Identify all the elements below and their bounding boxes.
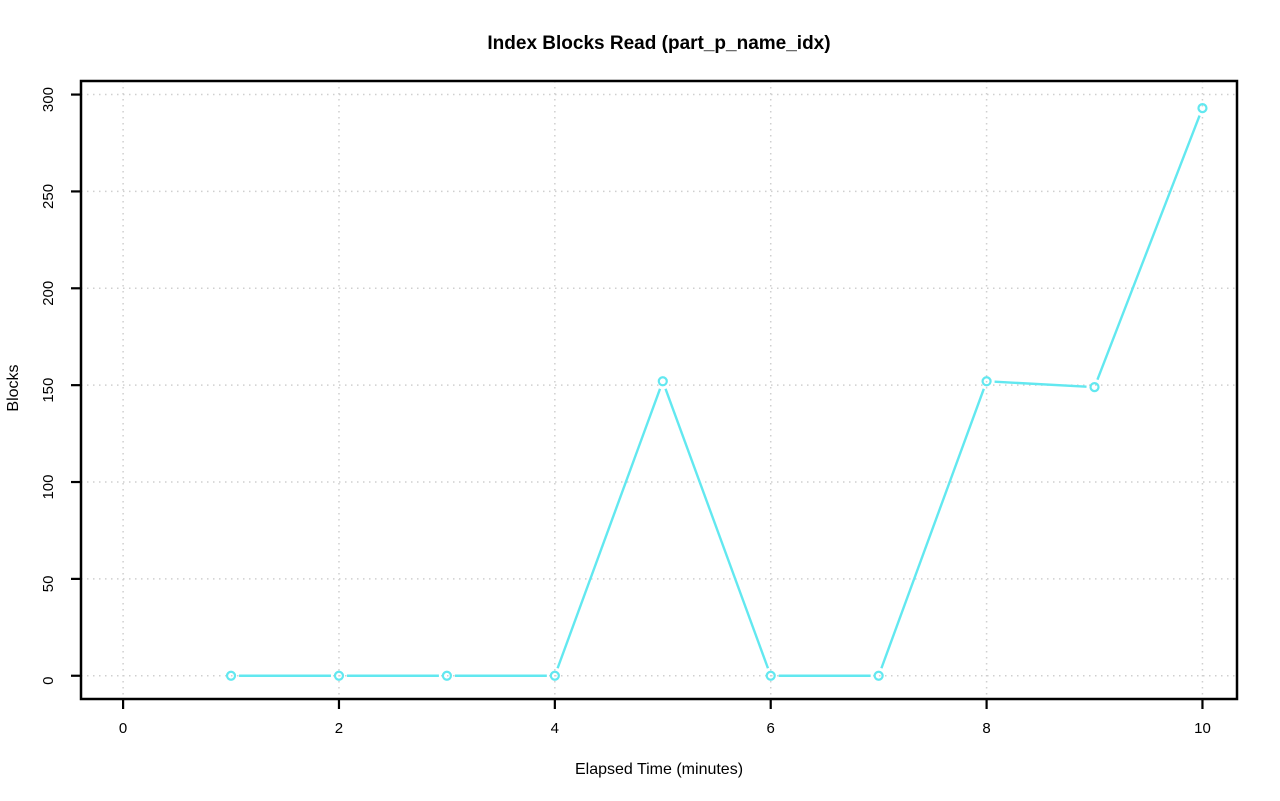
series-line-segment — [556, 388, 662, 669]
series-line-segment — [664, 388, 770, 669]
y-tick-label: 150 — [40, 378, 57, 403]
x-tick-label: 0 — [119, 720, 127, 737]
data-point-marker — [657, 376, 668, 387]
x-tick-label: 8 — [982, 720, 990, 737]
chart-title: Index Blocks Read (part_p_name_idx) — [487, 33, 831, 54]
y-tick-label: 100 — [40, 475, 57, 500]
y-tick-label: 50 — [40, 576, 57, 593]
data-point-marker — [333, 670, 345, 681]
data-point-marker — [1197, 103, 1208, 114]
data-point-marker — [765, 670, 776, 681]
data-point-marker — [873, 670, 884, 681]
x-axis-title: Elapsed Time (minutes) — [574, 761, 744, 778]
x-tick-label: 2 — [335, 720, 343, 737]
y-tick-label: 200 — [40, 281, 57, 306]
y-tick-label: 0 — [40, 677, 57, 685]
data-point-marker — [549, 670, 560, 681]
x-tick-label: 4 — [551, 720, 559, 737]
x-tick-label: 6 — [767, 720, 775, 737]
data-point-marker — [981, 376, 992, 387]
data-point-marker — [441, 670, 453, 681]
series-line-segment — [1096, 115, 1201, 381]
x-tick-label: 10 — [1194, 720, 1211, 737]
y-tick-label: 300 — [40, 87, 57, 112]
plot-border — [79, 79, 1239, 701]
series-line-segment — [880, 388, 985, 669]
y-tick-label: 250 — [40, 184, 57, 209]
data-point-marker — [225, 670, 237, 681]
series-line-segment — [994, 380, 1087, 388]
data-point-marker — [1089, 381, 1100, 393]
